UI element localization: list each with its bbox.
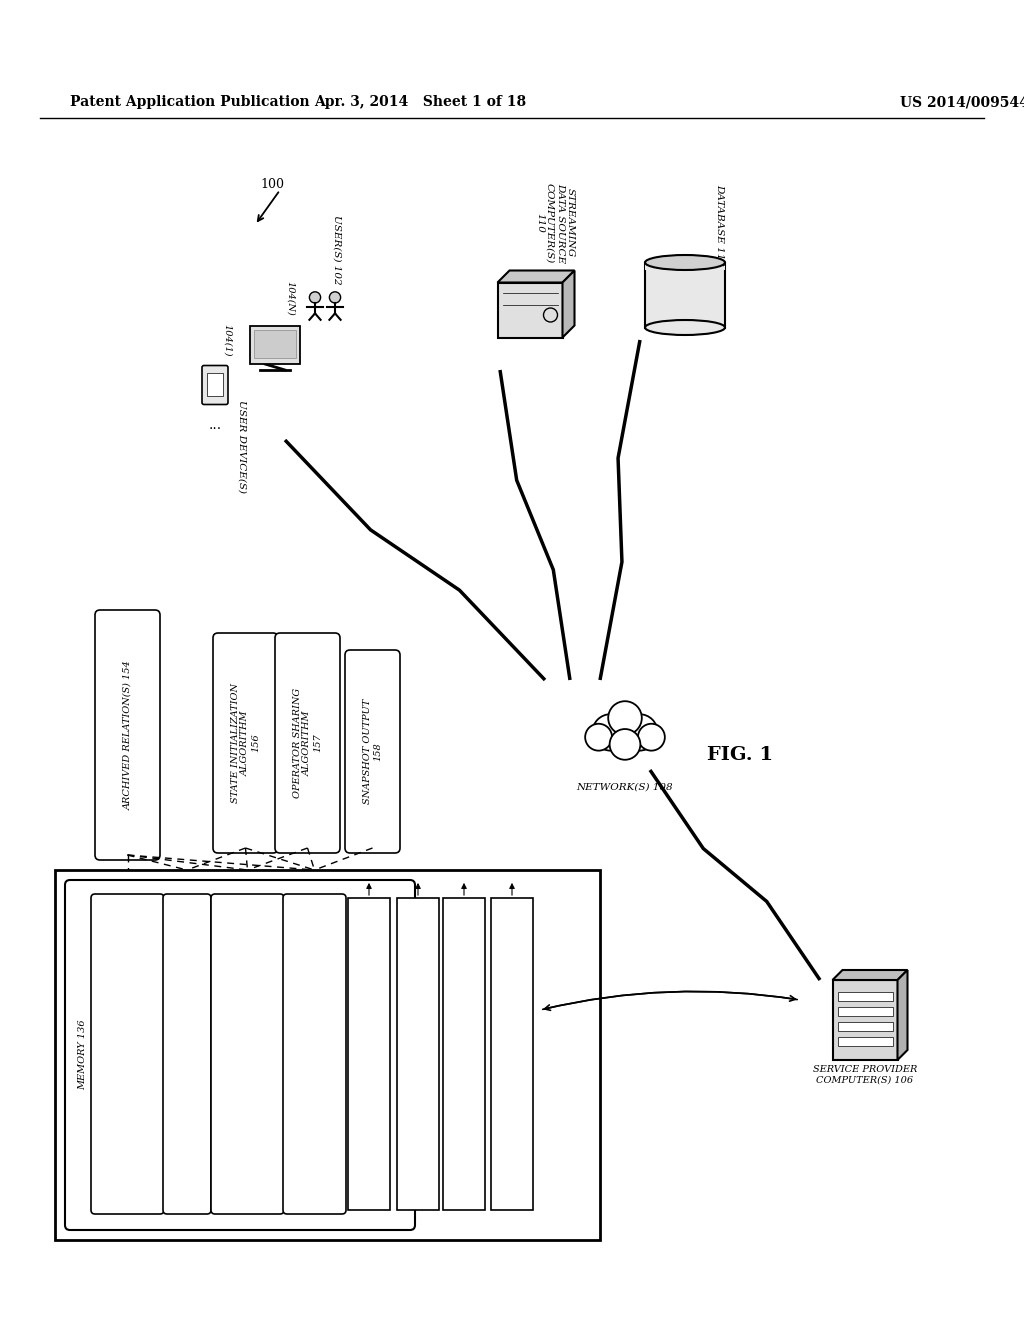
Bar bbox=[645, 263, 725, 327]
Polygon shape bbox=[833, 970, 907, 979]
Bar bbox=[645, 263, 725, 271]
Text: SNAPSHOT OUTPUT
158: SNAPSHOT OUTPUT 158 bbox=[362, 698, 382, 804]
Text: NETWORK(S) 108: NETWORK(S) 108 bbox=[577, 783, 674, 792]
Ellipse shape bbox=[645, 319, 725, 335]
Bar bbox=[833, 979, 897, 1060]
Text: ...: ... bbox=[209, 418, 221, 432]
Bar bbox=[348, 898, 390, 1210]
Circle shape bbox=[592, 714, 629, 751]
Bar bbox=[207, 372, 223, 396]
Text: I/O DEVICE(S) 144: I/O DEVICE(S) 144 bbox=[508, 1014, 516, 1094]
Circle shape bbox=[585, 723, 612, 751]
Bar bbox=[250, 326, 300, 364]
FancyBboxPatch shape bbox=[213, 634, 278, 853]
Polygon shape bbox=[562, 271, 574, 338]
Text: COMM. CONN. 142: COMM. CONN. 142 bbox=[460, 1011, 468, 1097]
Text: FIG. 1: FIG. 1 bbox=[707, 746, 773, 764]
Text: STATE INITIALIZATION
ALGORITHM
156: STATE INITIALIZATION ALGORITHM 156 bbox=[230, 682, 260, 803]
Text: SERVICE PROVIDER
COMPUTER(S) 106: SERVICE PROVIDER COMPUTER(S) 106 bbox=[813, 1065, 918, 1085]
Bar bbox=[838, 993, 893, 1001]
Text: 104(N): 104(N) bbox=[286, 281, 295, 315]
Text: USER DEVICE(S): USER DEVICE(S) bbox=[238, 400, 247, 492]
FancyBboxPatch shape bbox=[283, 894, 346, 1214]
Text: ARCHIVED RELATION(S) 154: ARCHIVED RELATION(S) 154 bbox=[123, 660, 132, 810]
Bar bbox=[838, 1038, 893, 1045]
Text: 100: 100 bbox=[260, 178, 284, 191]
Bar bbox=[55, 870, 600, 1239]
Circle shape bbox=[609, 729, 640, 760]
Bar bbox=[443, 898, 485, 1210]
Bar bbox=[397, 898, 439, 1210]
Text: STATE
INITIALIZATION
MODULE 150: STATE INITIALIZATION MODULE 150 bbox=[232, 1015, 262, 1093]
Text: Apr. 3, 2014   Sheet 1 of 18: Apr. 3, 2014 Sheet 1 of 18 bbox=[314, 95, 526, 110]
Text: SNAPSHOT OUTPUT
MODULE 152: SNAPSHOT OUTPUT MODULE 152 bbox=[305, 1006, 325, 1102]
Text: DATABASE 112: DATABASE 112 bbox=[716, 183, 725, 267]
Circle shape bbox=[330, 292, 341, 304]
Circle shape bbox=[622, 714, 657, 751]
Bar bbox=[838, 1022, 893, 1031]
Circle shape bbox=[309, 292, 321, 304]
Text: STORAGE 140: STORAGE 140 bbox=[414, 1023, 422, 1085]
FancyBboxPatch shape bbox=[95, 610, 160, 861]
FancyBboxPatch shape bbox=[345, 649, 400, 853]
Text: O/S 146: O/S 146 bbox=[182, 1036, 191, 1072]
Text: 104(1): 104(1) bbox=[222, 323, 231, 356]
Text: US 2014/0095447 A1: US 2014/0095447 A1 bbox=[900, 95, 1024, 110]
Text: PROCESSOR(S) 138: PROCESSOR(S) 138 bbox=[365, 1011, 373, 1097]
Text: USER(S) 102: USER(S) 102 bbox=[333, 215, 341, 285]
Ellipse shape bbox=[645, 255, 725, 271]
Text: MEMORY 136: MEMORY 136 bbox=[79, 1019, 87, 1090]
Polygon shape bbox=[897, 970, 907, 1060]
FancyBboxPatch shape bbox=[202, 366, 228, 404]
Text: STREAMING
DATA SOURCE
COMPUTER(S)
110: STREAMING DATA SOURCE COMPUTER(S) 110 bbox=[535, 182, 575, 263]
Text: Patent Application Publication: Patent Application Publication bbox=[70, 95, 309, 110]
Bar bbox=[254, 330, 296, 358]
FancyBboxPatch shape bbox=[65, 880, 415, 1230]
Text: ARCHIVED RELATION
MODULE 148: ARCHIVED RELATION MODULE 148 bbox=[118, 1002, 137, 1106]
FancyBboxPatch shape bbox=[211, 894, 284, 1214]
FancyBboxPatch shape bbox=[275, 634, 340, 853]
Bar bbox=[490, 898, 534, 1210]
FancyBboxPatch shape bbox=[91, 894, 164, 1214]
Bar bbox=[498, 282, 562, 338]
Bar bbox=[838, 1007, 893, 1016]
Polygon shape bbox=[498, 271, 574, 282]
Text: OPERATOR SHARING
ALGORITHM
157: OPERATOR SHARING ALGORITHM 157 bbox=[293, 688, 323, 799]
Circle shape bbox=[638, 723, 665, 751]
FancyBboxPatch shape bbox=[163, 894, 211, 1214]
Circle shape bbox=[608, 701, 642, 735]
